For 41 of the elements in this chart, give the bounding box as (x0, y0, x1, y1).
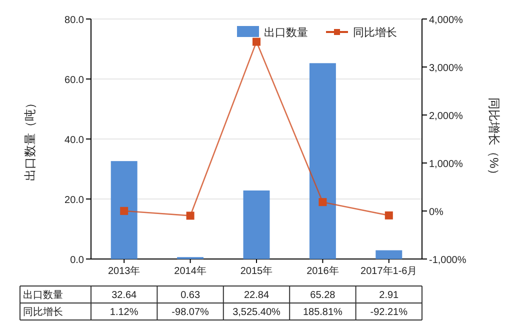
y-tick-label: 40.0 (64, 135, 84, 146)
y-tick-label: 20.0 (64, 195, 84, 206)
data-label: 3,525.40% (232, 307, 281, 318)
legend-label: 同比增长 (353, 26, 397, 39)
y2-tick-label: 0% (429, 207, 444, 218)
y2-axis-title: 同比增长（%） (487, 98, 501, 180)
x-tick-label: 2016年 (306, 265, 339, 277)
legend-label: 出口数量 (264, 26, 308, 39)
y2-tick-label: 1,000% (429, 159, 464, 170)
text: 出口数量 (23, 290, 63, 301)
x-tick-label: 2017年1-6月 (360, 265, 418, 277)
y-tick-label: 60.0 (64, 75, 84, 86)
y2-tick-label: 2,000% (429, 111, 464, 122)
data-label: 185.81% (302, 307, 343, 318)
x-tick-label: 2013年 (108, 265, 140, 277)
data-label: 32.64 (112, 290, 138, 301)
point (384, 211, 393, 220)
x-tick-label: 2014年 (174, 265, 206, 277)
bar (309, 63, 336, 259)
bar (110, 161, 138, 259)
data-label: 1.12% (110, 307, 138, 318)
x-tick-label: 2015年 (240, 265, 273, 277)
data-label: -98.07% (172, 307, 210, 318)
text: 同比增长 (23, 307, 63, 318)
point (186, 212, 194, 220)
point (252, 38, 260, 46)
y2-tick-label: 4,000% (429, 15, 464, 26)
bar (376, 250, 402, 259)
data-label: 0.63 (180, 290, 200, 301)
data-label: 2.91 (379, 290, 400, 301)
y-axis-title: 出口数量（吨） (23, 97, 37, 181)
data-label: -92.21% (370, 307, 408, 318)
bar (243, 190, 270, 259)
y-tick-label: 0.0 (70, 255, 84, 266)
point (318, 198, 327, 206)
y2-tick-label: 3,000% (429, 63, 464, 74)
data-label: 22.84 (244, 290, 270, 301)
y-tick-label: 80.0 (64, 15, 84, 26)
y2-tick-label: -1,000% (429, 255, 466, 266)
data-label: 65.28 (310, 290, 336, 301)
point (120, 206, 128, 215)
